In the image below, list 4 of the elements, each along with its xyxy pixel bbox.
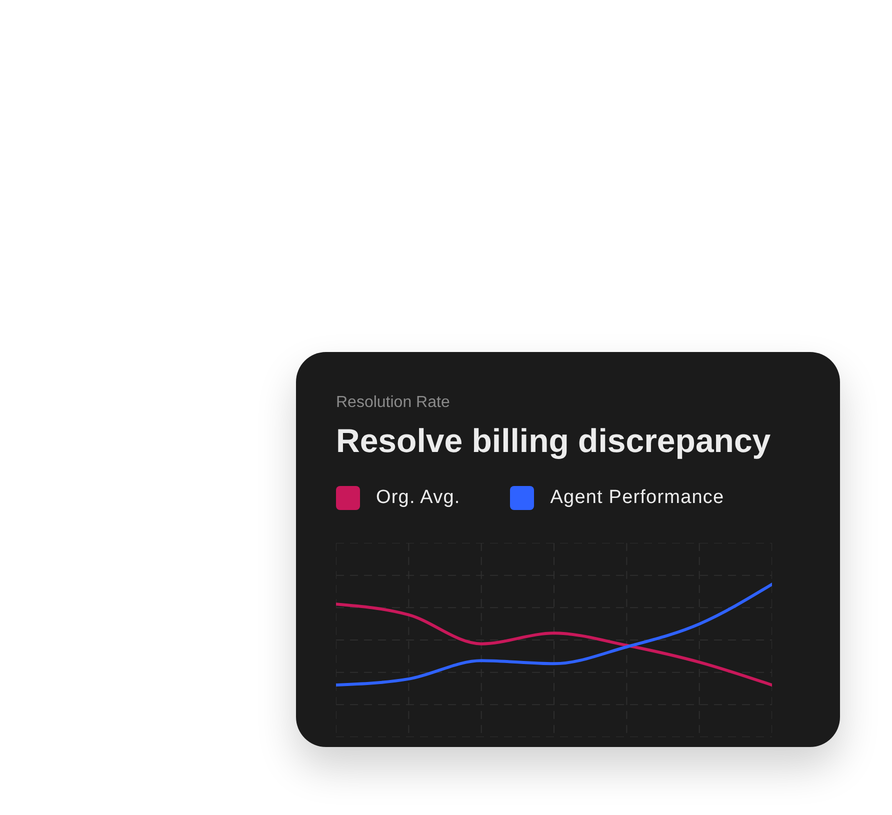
legend-label: Agent Performance [550, 487, 724, 509]
chart-subtitle: Resolution Rate [336, 394, 451, 412]
chart-title: Resolve billing discrepancy [336, 422, 772, 460]
legend-label: Org. Avg. [376, 487, 460, 509]
